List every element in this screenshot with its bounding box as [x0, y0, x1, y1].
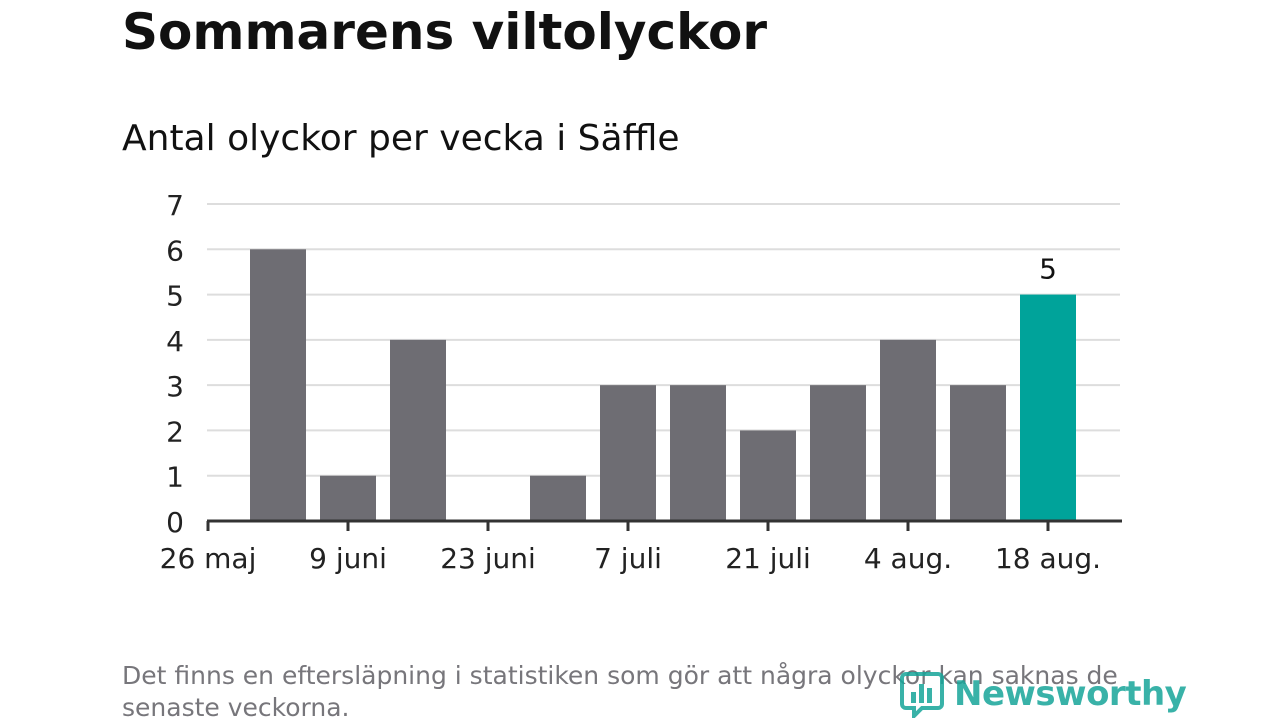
logo-text: Newsworthy — [954, 674, 1187, 714]
y-tick-label: 5 — [166, 280, 184, 313]
bar — [880, 339, 936, 521]
bar — [390, 339, 446, 521]
newsworthy-logo-icon — [900, 672, 944, 718]
bar — [600, 385, 656, 521]
y-tick-label: 4 — [166, 325, 184, 358]
bar — [740, 430, 796, 521]
x-tick-label: 9 juni — [309, 542, 387, 575]
newsworthy-logo: Newsworthy — [900, 668, 1187, 720]
x-tick-label: 26 maj — [160, 542, 257, 575]
x-tick-label: 18 aug. — [995, 542, 1101, 575]
chart-subtitle: Antal olyckor per vecka i Säffle — [122, 118, 680, 159]
x-tick-label: 23 juni — [440, 542, 536, 575]
bar — [530, 475, 586, 521]
bar — [950, 385, 1006, 521]
y-tick-label: 3 — [166, 370, 184, 403]
x-tick-label: 21 juli — [725, 542, 811, 575]
bar — [810, 385, 866, 521]
y-tick-label: 0 — [166, 506, 184, 539]
data-label: 5 — [1039, 253, 1057, 286]
bar — [250, 249, 306, 522]
x-tick-label: 4 aug. — [864, 542, 952, 575]
y-tick-label: 7 — [166, 189, 184, 222]
bar-chart: 0 1 2 3 4 5 6 7 5 26 maj 9 juni 23 juni 7 juli 21 jul… — [160, 189, 1122, 575]
bar — [320, 475, 376, 521]
footnote: Det finns en eftersläpning i statistiken… — [122, 661, 1118, 720]
y-tick-label: 2 — [166, 415, 184, 448]
bar — [670, 385, 726, 521]
y-tick-label: 6 — [166, 234, 184, 267]
y-tick-label: 1 — [166, 461, 184, 494]
bar — [1020, 294, 1076, 521]
x-tick-label: 7 juli — [594, 542, 662, 575]
chart-title: Sommarens viltolyckor — [122, 3, 768, 61]
